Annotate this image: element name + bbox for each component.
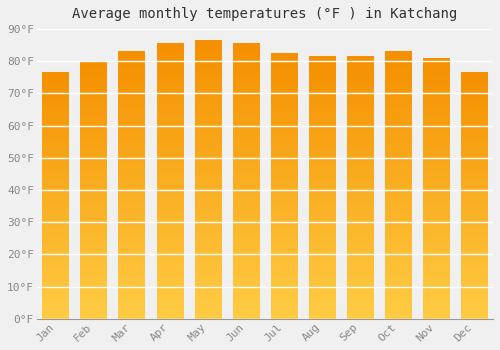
Title: Average monthly temperatures (°F ) in Katchang: Average monthly temperatures (°F ) in Ka… bbox=[72, 7, 458, 21]
